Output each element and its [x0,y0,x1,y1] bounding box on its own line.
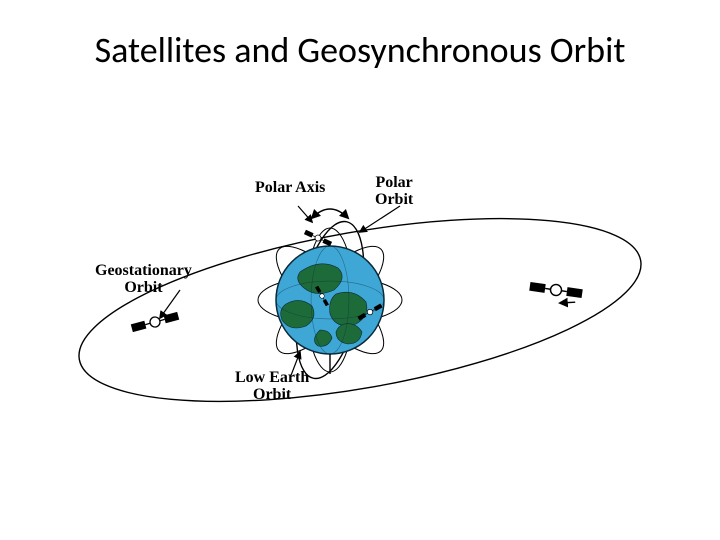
label-polar_orbit: Polar Orbit [375,175,413,209]
slide: Satellites and Geosynchronous Orbit Pola… [0,0,720,540]
label-polar_axis: Polar Axis [255,180,325,197]
label-geo_orbit: Geostationary Orbit [95,263,192,297]
label-leo: Low Earth Orbit [235,370,309,404]
